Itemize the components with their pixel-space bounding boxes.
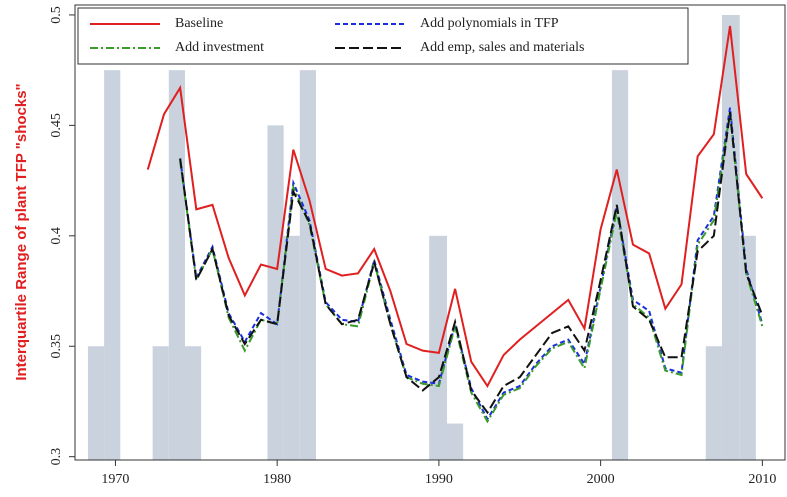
series-line xyxy=(179,111,764,415)
shaded-band xyxy=(267,125,284,460)
y-tick-label: 0.5 xyxy=(49,6,64,24)
shaded-band xyxy=(152,346,169,460)
x-tick-label: 1970 xyxy=(101,472,129,487)
x-tick-label: 2010 xyxy=(748,472,776,487)
shaded-band xyxy=(184,346,202,460)
legend-label: Add polynomials in TFP xyxy=(420,16,559,31)
series-line xyxy=(179,111,764,424)
shaded-band xyxy=(611,70,629,460)
legend-label: Add emp, sales and materials xyxy=(420,40,584,55)
x-tick-label: 2000 xyxy=(587,472,615,487)
y-axis-label: Interquartile Range of plant TFP "shocks… xyxy=(13,83,30,380)
series-line xyxy=(146,25,764,388)
shaded-band xyxy=(299,70,316,460)
shaded-band xyxy=(168,70,185,460)
shaded-band xyxy=(739,235,756,460)
shaded-band xyxy=(283,235,300,460)
y-tick-label: 0.35 xyxy=(49,334,64,359)
shaded-band xyxy=(104,70,121,460)
y-tick-label: 0.4 xyxy=(49,227,64,245)
y-tick-label: 0.45 xyxy=(49,113,64,138)
y-tick-label: 0.3 xyxy=(49,448,64,466)
legend-label: Add investment xyxy=(175,40,264,55)
legend-box xyxy=(77,7,689,65)
x-tick-label: 1980 xyxy=(263,472,291,487)
shaded-band xyxy=(429,235,447,460)
shaded-band xyxy=(705,346,722,460)
plot-frame xyxy=(74,4,786,461)
x-tick-label: 1990 xyxy=(425,472,453,487)
shaded-band xyxy=(87,346,105,460)
legend-label: Baseline xyxy=(175,16,223,31)
shaded-band xyxy=(446,423,464,460)
